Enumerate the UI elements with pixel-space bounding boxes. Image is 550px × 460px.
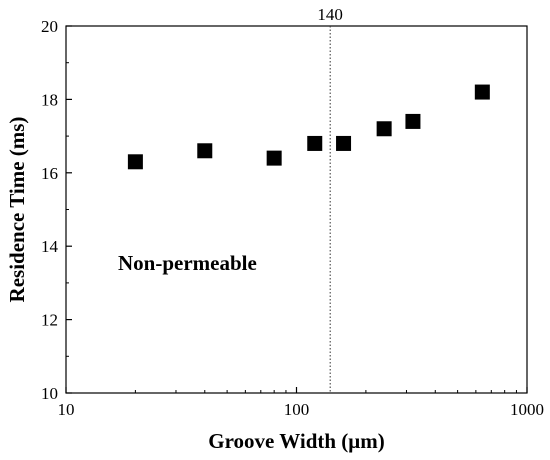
x-axis: 10 100 1000 xyxy=(58,387,544,419)
y-tick-label: 12 xyxy=(41,311,58,330)
data-point xyxy=(376,121,392,137)
y-tick-label: 20 xyxy=(41,17,58,36)
y-tick-label: 18 xyxy=(41,90,58,109)
x-tick-label: 1000 xyxy=(510,400,544,419)
plot-frame xyxy=(65,25,528,394)
data-points xyxy=(127,84,490,170)
y-axis: 10 12 14 16 18 20 xyxy=(41,17,72,403)
y-tick-label: 16 xyxy=(41,164,58,183)
y-tick-label: 10 xyxy=(41,384,58,403)
data-point xyxy=(405,113,421,129)
y-axis-title: Residence Time (ms) xyxy=(5,117,29,303)
plot-border xyxy=(65,25,528,394)
reference-line-label: 140 xyxy=(317,5,343,24)
data-point xyxy=(266,150,282,166)
y-tick-label: 14 xyxy=(41,237,59,256)
x-tick-label: 10 xyxy=(58,400,75,419)
data-point xyxy=(127,154,143,170)
reference-line-group: 140 xyxy=(317,5,343,393)
annotation-text: Non-permeable xyxy=(118,251,257,275)
data-point xyxy=(307,135,323,151)
x-tick-label: 100 xyxy=(284,400,310,419)
data-point xyxy=(336,135,352,151)
data-point xyxy=(197,143,213,159)
x-axis-title: Groove Width (μm) xyxy=(208,429,384,453)
data-point xyxy=(474,84,490,100)
